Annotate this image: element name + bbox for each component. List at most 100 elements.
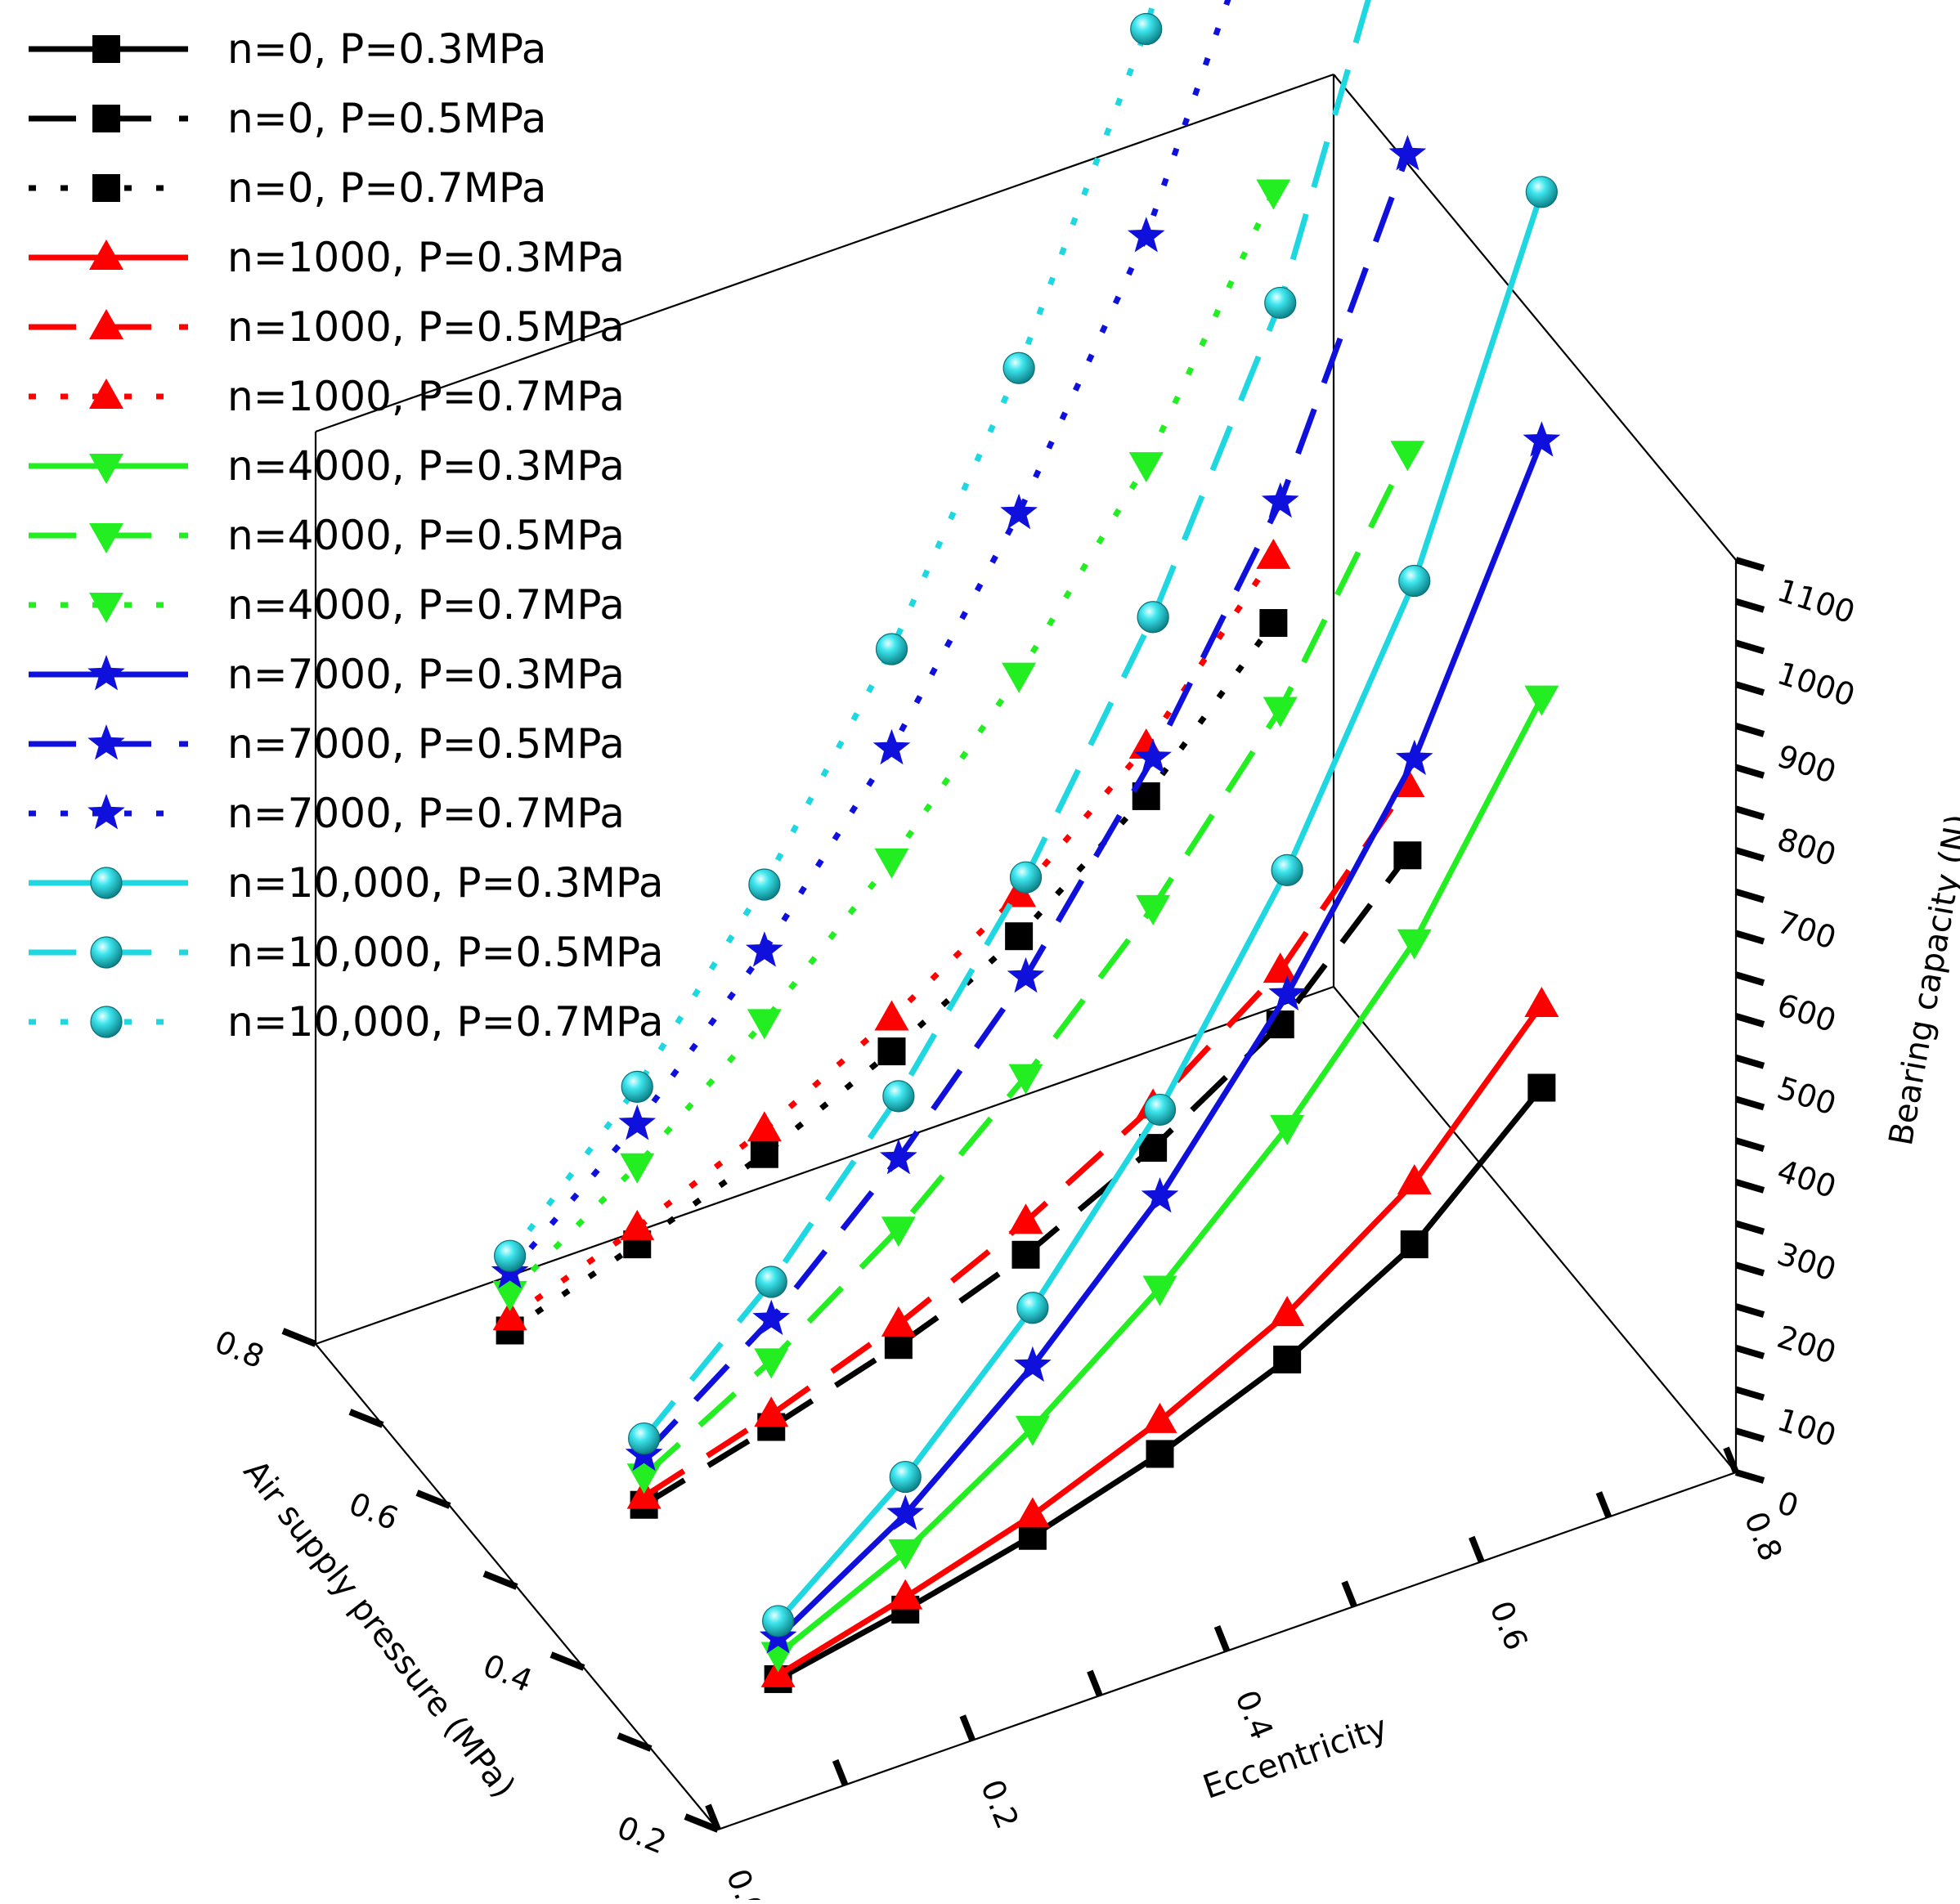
data-point [1263,952,1298,983]
data-point [881,1216,916,1248]
z-axis-tick [1734,1137,1765,1153]
data-point [1015,1497,1050,1528]
legend-marker [90,936,123,969]
z-axis-tick [1734,557,1765,571]
z-axis-tick [1734,723,1765,737]
data-point [755,1266,787,1298]
legend-marker [92,35,120,63]
data-point [886,1494,925,1530]
legend-label: n=10,000, P=0.7MPa [227,998,664,1046]
series-n-4000-p-0-5mpa [626,441,1425,1494]
data-point [1014,1346,1052,1382]
data-point [889,1460,922,1494]
data-point [1002,876,1037,907]
legend-item: n=10,000, P=0.5MPa [29,929,664,976]
legend-item: n=0, P=0.7MPa [29,164,546,212]
legend-marker [89,593,123,623]
data-point [1256,538,1291,569]
data-point [1015,1415,1050,1446]
data-point [492,1300,527,1331]
x-tick-label: 0.6 [1482,1596,1534,1655]
x-tick-label: 0.0 [720,1864,771,1900]
legend-marker [89,454,123,484]
z-tick-label: 100 [1773,1401,1841,1454]
data-point [1008,1064,1043,1095]
data-point [1524,987,1559,1018]
data-point [875,633,908,665]
data-point [1146,1440,1174,1468]
data-point [1000,493,1038,530]
data-point [1261,482,1299,518]
data-point [1270,1114,1305,1145]
legend-label: n=7000, P=0.3MPa [227,651,625,698]
data-point [762,1605,795,1637]
data-point [621,1070,653,1103]
series-line [776,1086,1545,1682]
z-axis-tick [1734,805,1765,821]
z-axis-tick [1734,847,1765,862]
series-n-10-000-p-0-5mpa [628,0,1371,1455]
z-tick-label: 200 [1773,1319,1841,1371]
legend-label: n=0, P=0.7MPa [227,164,546,212]
data-point [1130,12,1163,46]
data-point [1524,685,1559,716]
legend-item: n=4000, P=0.7MPa [29,581,625,629]
x-tick-label: 0.2 [974,1775,1025,1835]
data-point [1137,601,1169,634]
series-n-4000-p-0-7mpa [492,179,1291,1311]
data-point [1259,609,1288,638]
legend-marker [90,1006,123,1038]
legend-marker [90,867,123,899]
data-point [1134,738,1172,774]
data-point [1395,739,1433,775]
data-point [874,1000,909,1031]
x-axis-tick [832,1758,849,1786]
data-point [620,1209,655,1240]
data-point [874,848,909,879]
z-tick-label: 500 [1773,1069,1841,1122]
legend-item: n=0, P=0.5MPa [29,95,546,142]
z-axis-tick [1734,1386,1765,1401]
x-axis-title: Eccentricity [1199,1709,1393,1807]
back-top-edge [315,73,1334,433]
legend-label: n=0, P=0.3MPa [227,25,546,73]
legend-marker [89,523,123,553]
data-point [1011,1240,1040,1269]
z-tick-label: 300 [1773,1235,1841,1288]
legend-label: n=0, P=0.5MPa [227,95,546,142]
data-point [1143,1093,1177,1127]
data-point [888,1579,923,1610]
data-point [1263,697,1298,728]
data-point [1141,1177,1179,1213]
y-axis-tick [281,1328,317,1347]
data-point [1009,861,1043,894]
x-axis-tick [1723,1446,1739,1474]
z-axis-tick [1734,1013,1765,1028]
legend-item: n=7000, P=0.7MPa [29,790,625,837]
z-tick-label: 400 [1773,1153,1841,1205]
data-point [1016,1292,1049,1324]
z-tick-label: 1100 [1773,572,1859,631]
data-point [1005,922,1034,951]
data-point [1142,1275,1177,1306]
legend-item: n=4000, P=0.5MPa [29,512,625,559]
legend-item: n=1000, P=0.5MPa [29,303,625,351]
z-axis-tick [1734,598,1765,613]
z-axis-tick [1734,681,1765,697]
x-axis-tick [1469,1535,1485,1563]
legend-item: n=0, P=0.3MPa [29,25,546,73]
legend-item: n=1000, P=0.7MPa [29,373,625,420]
legend-label: n=10,000, P=0.3MPa [227,859,664,907]
data-point [750,1140,778,1168]
series-n-0-p-0-3mpa [764,1073,1556,1693]
data-point [1397,1164,1432,1195]
legend-label: n=4000, P=0.5MPa [227,512,625,559]
data-point [1527,1073,1556,1102]
legend-marker [92,105,120,132]
legend-marker [92,174,120,202]
data-point [747,1009,782,1040]
legend-marker [87,724,125,760]
data-point [882,1080,915,1113]
legend-item: n=10,000, P=0.3MPa [29,859,664,907]
